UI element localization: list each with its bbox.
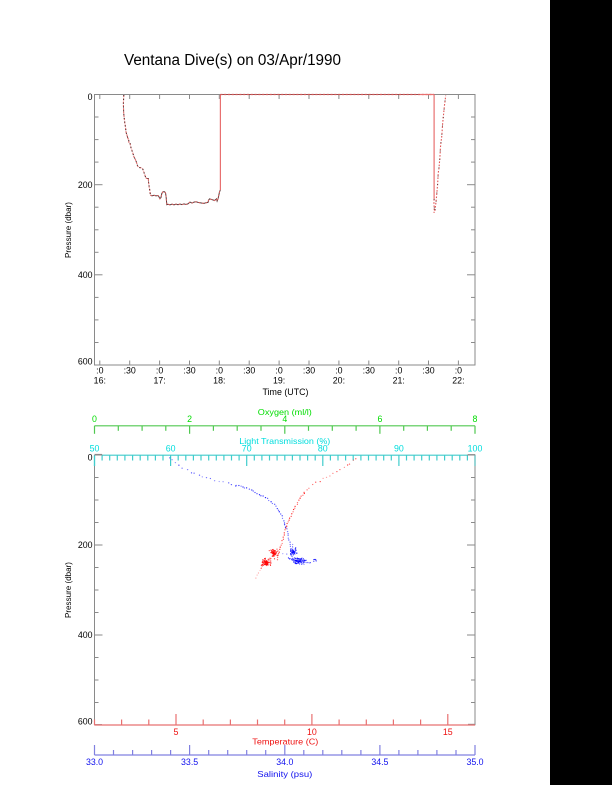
svg-text:33.5: 33.5 bbox=[181, 757, 198, 767]
svg-text::0: :0 bbox=[455, 366, 462, 376]
svg-text:4: 4 bbox=[282, 414, 287, 424]
svg-text:Ventana Dive(s) on 03/Apr/1990: Ventana Dive(s) on 03/Apr/1990 bbox=[124, 52, 341, 69]
svg-text:21:: 21: bbox=[393, 376, 405, 386]
svg-text:5: 5 bbox=[174, 727, 179, 737]
svg-text::30: :30 bbox=[303, 366, 315, 376]
svg-text:33.0: 33.0 bbox=[86, 757, 103, 767]
svg-text:16:: 16: bbox=[94, 376, 106, 386]
svg-text::30: :30 bbox=[183, 366, 195, 376]
svg-text::0: :0 bbox=[275, 366, 282, 376]
svg-text:34.5: 34.5 bbox=[371, 757, 388, 767]
svg-text:10: 10 bbox=[307, 727, 317, 737]
svg-text:50: 50 bbox=[90, 443, 100, 453]
svg-text:35.0: 35.0 bbox=[466, 757, 483, 767]
svg-text:60: 60 bbox=[166, 443, 176, 453]
svg-text:Temperature (C): Temperature (C) bbox=[252, 737, 318, 747]
svg-text::0: :0 bbox=[335, 366, 342, 376]
svg-text:Salinity (psu): Salinity (psu) bbox=[257, 769, 312, 779]
svg-text:22:: 22: bbox=[452, 376, 464, 386]
svg-text:200: 200 bbox=[78, 540, 93, 550]
svg-text::30: :30 bbox=[422, 366, 434, 376]
svg-text:200: 200 bbox=[78, 180, 93, 190]
svg-text:Oxygen (ml/l): Oxygen (ml/l) bbox=[258, 407, 312, 417]
svg-text::0: :0 bbox=[96, 366, 103, 376]
svg-text:19:: 19: bbox=[273, 376, 285, 386]
svg-text:0: 0 bbox=[88, 92, 93, 102]
svg-text:100: 100 bbox=[468, 443, 483, 453]
svg-text:20:: 20: bbox=[333, 376, 345, 386]
svg-text:Pressure (dbar): Pressure (dbar) bbox=[63, 562, 73, 618]
svg-text:400: 400 bbox=[78, 630, 93, 640]
svg-text:15: 15 bbox=[443, 727, 453, 737]
svg-text::30: :30 bbox=[363, 366, 375, 376]
svg-text::0: :0 bbox=[395, 366, 402, 376]
svg-text:Time (UTC): Time (UTC) bbox=[263, 387, 309, 397]
svg-text:2: 2 bbox=[187, 414, 192, 424]
svg-text:Light Transmission (%): Light Transmission (%) bbox=[239, 436, 330, 446]
svg-text:80: 80 bbox=[318, 443, 328, 453]
svg-text:18:: 18: bbox=[213, 376, 225, 386]
svg-text:34.0: 34.0 bbox=[276, 757, 293, 767]
svg-text:0: 0 bbox=[92, 414, 97, 424]
svg-text:6: 6 bbox=[377, 414, 382, 424]
svg-text:600: 600 bbox=[78, 356, 93, 366]
svg-text:17:: 17: bbox=[153, 376, 165, 386]
svg-text:600: 600 bbox=[78, 716, 93, 726]
svg-text::30: :30 bbox=[124, 366, 136, 376]
svg-text:400: 400 bbox=[78, 270, 93, 280]
svg-text::0: :0 bbox=[156, 366, 163, 376]
svg-text:Pressure (dbar): Pressure (dbar) bbox=[63, 202, 73, 258]
svg-text:8: 8 bbox=[473, 414, 478, 424]
svg-text::30: :30 bbox=[243, 366, 255, 376]
svg-text:90: 90 bbox=[394, 443, 404, 453]
svg-text:70: 70 bbox=[242, 443, 252, 453]
svg-text:0: 0 bbox=[88, 452, 93, 462]
svg-text::0: :0 bbox=[216, 366, 223, 376]
